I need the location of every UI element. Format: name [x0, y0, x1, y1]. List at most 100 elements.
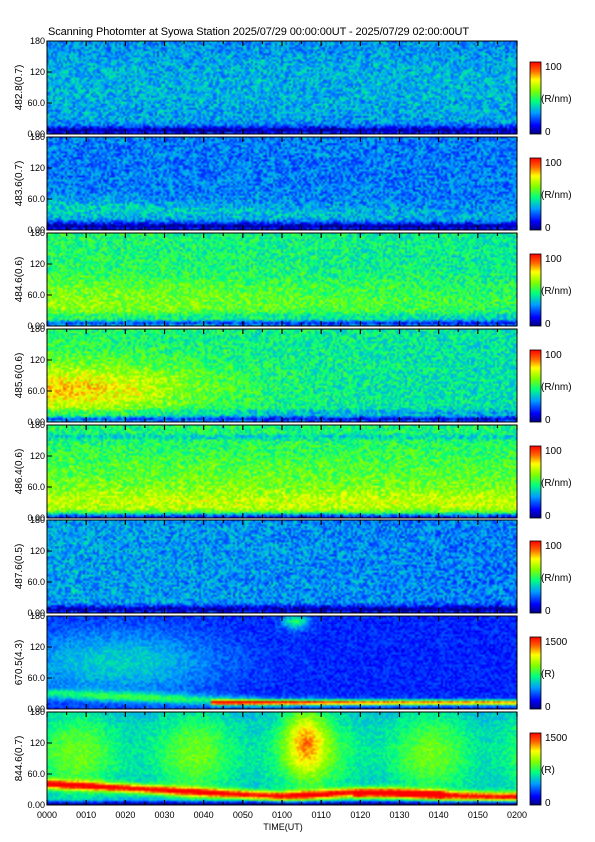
y-tick-label: 120 [30, 738, 45, 748]
y-tick-label: 120 [30, 259, 45, 269]
y-tick-label: 60.0 [27, 482, 45, 492]
y-tick-label: 60.0 [27, 98, 45, 108]
y-tick-label: 0.00 [27, 800, 45, 810]
colorbar-unit-label: (R/nm) [541, 478, 572, 489]
colorbar-max-label: 1500 [545, 637, 568, 648]
colorbar-min-label: 0 [545, 702, 551, 713]
x-tick-label: 0010 [76, 810, 96, 820]
y-tick-label: 0.00 [27, 513, 45, 523]
y-tick-label: 60.0 [27, 577, 45, 587]
y-tick-label: 120 [30, 642, 45, 652]
panel-wavelength-label: 484.6(0.6) [14, 257, 25, 303]
panel-1: 0.00 60.0 120 180 482.8(0.7) 100 0 (R/nm) [14, 36, 572, 139]
y-tick-label: 120 [30, 546, 45, 556]
panel-4: 0.00 60.0 120 180 485.6(0.6) 100 0 (R/nm) [14, 324, 572, 427]
panel-8: 0.00 60.0 120 180 844.6(0.7) 1500 0 (R) [14, 707, 568, 810]
x-tick-label: 0000 [37, 810, 57, 820]
y-tick-label: 120 [30, 355, 45, 365]
colorbar-unit-label: (R/nm) [541, 573, 572, 584]
x-tick-label: 0040 [194, 810, 214, 820]
y-tick-label: 60.0 [27, 194, 45, 204]
colorbar [529, 61, 542, 135]
heatmap-image [47, 233, 517, 326]
panel-wavelength-label: 486.4(0.6) [14, 449, 25, 495]
y-tick-label: 180 [30, 611, 45, 621]
y-tick-label: 0.00 [27, 608, 45, 618]
panel-wavelength-label: 844.6(0.7) [14, 736, 25, 782]
x-tick-label: 0100 [272, 810, 292, 820]
x-tick-label: 0050 [233, 810, 253, 820]
y-tick-label: 0.00 [27, 225, 45, 235]
panel-6: 0.00 60.0 120 180 487.6(0.5) 100 0 (R/nm) [14, 515, 572, 618]
x-tick-label: 0030 [154, 810, 174, 820]
y-tick-label: 120 [30, 451, 45, 461]
y-tick-label: 60.0 [27, 290, 45, 300]
chart-title: Scanning Photomter at Syowa Station 2025… [48, 26, 469, 38]
y-tick-label: 0.00 [27, 417, 45, 427]
colorbar [529, 540, 542, 614]
colorbar-unit-label: (R/nm) [541, 190, 572, 201]
panel-wavelength-label: 485.6(0.6) [14, 353, 25, 399]
heatmap-image [47, 616, 517, 709]
y-tick-label: 0.00 [27, 321, 45, 331]
colorbar-min-label: 0 [545, 606, 551, 617]
y-tick-label: 60.0 [27, 386, 45, 396]
colorbar-min-label: 0 [545, 798, 551, 809]
y-tick-label: 60.0 [27, 769, 45, 779]
x-tick-label: 0110 [311, 810, 330, 820]
y-tick-label: 0.00 [27, 129, 45, 139]
x-tick-label: 0140 [429, 810, 449, 820]
x-tick-label: 0020 [115, 810, 135, 820]
panel-wavelength-label: 487.6(0.5) [14, 544, 25, 590]
colorbar-max-label: 100 [545, 254, 562, 265]
colorbar-max-label: 1500 [545, 733, 568, 744]
panel-3: 0.00 60.0 120 180 484.6(0.6) 100 0 (R/nm) [14, 228, 572, 331]
colorbar-unit-label: (R) [541, 669, 555, 680]
colorbar-unit-label: (R/nm) [541, 382, 572, 393]
colorbar-unit-label: (R/nm) [541, 94, 572, 105]
x-tick-label: 0200 [507, 810, 527, 820]
colorbar-min-label: 0 [545, 223, 551, 234]
colorbar [529, 253, 542, 327]
y-tick-label: 60.0 [27, 673, 45, 683]
panel-wavelength-label: 483.6(0.7) [14, 161, 25, 207]
y-tick-label: 180 [30, 36, 45, 46]
colorbar-max-label: 100 [545, 62, 562, 73]
panel-7: 0.00 60.0 120 180 670.5(4.3) 1500 0 (R) [14, 611, 568, 714]
y-tick-label: 120 [30, 67, 45, 77]
x-tick-label: 0130 [389, 810, 409, 820]
y-tick-label: 0.00 [27, 704, 45, 714]
colorbar [529, 349, 542, 423]
colorbar-min-label: 0 [545, 319, 551, 330]
panel-wavelength-label: 482.8(0.7) [14, 65, 25, 111]
panel-wavelength-label: 670.5(4.3) [14, 640, 25, 686]
colorbar-max-label: 100 [545, 541, 562, 552]
colorbar [529, 636, 542, 710]
heatmap-image [47, 329, 517, 422]
x-tick-label: 0120 [350, 810, 370, 820]
y-tick-label: 180 [30, 707, 45, 717]
colorbar [529, 157, 542, 231]
y-tick-label: 180 [30, 132, 45, 142]
colorbar-unit-label: (R/nm) [541, 286, 572, 297]
y-tick-label: 180 [30, 420, 45, 430]
colorbar-max-label: 100 [545, 158, 562, 169]
heatmap-image [47, 425, 517, 518]
colorbar [529, 732, 542, 806]
heatmap-image [47, 41, 517, 134]
panel-5: 0.00 60.0 120 180 486.4(0.6) 100 0 (R/nm) [14, 420, 572, 523]
x-tick-label: 0150 [468, 810, 488, 820]
heatmap-image [47, 137, 517, 230]
colorbar [529, 445, 542, 519]
y-tick-label: 180 [30, 228, 45, 238]
y-tick-label: 180 [30, 515, 45, 525]
panel-2: 0.00 60.0 120 180 483.6(0.7) 100 0 (R/nm) [14, 132, 572, 235]
heatmap-image [47, 712, 517, 805]
colorbar-unit-label: (R) [541, 765, 555, 776]
colorbar-min-label: 0 [545, 415, 551, 426]
colorbar-min-label: 0 [545, 511, 551, 522]
y-tick-label: 180 [30, 324, 45, 334]
colorbar-min-label: 0 [545, 127, 551, 138]
y-tick-label: 120 [30, 163, 45, 173]
